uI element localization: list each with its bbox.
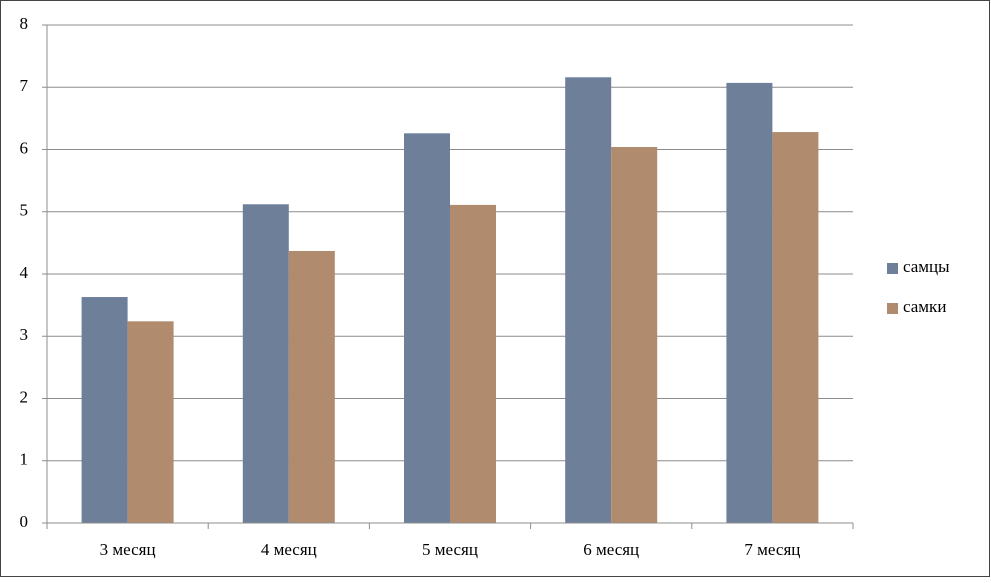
y-tick-label: 3 xyxy=(20,325,29,344)
x-tick-label: 7 месяц xyxy=(744,540,800,559)
bar xyxy=(81,297,128,523)
x-tick-label: 4 месяц xyxy=(261,540,317,559)
y-tick-label: 7 xyxy=(20,76,29,95)
x-tick-label: 5 месяц xyxy=(422,540,478,559)
y-tick-label: 2 xyxy=(20,387,29,406)
bar xyxy=(242,204,289,523)
y-tick-label: 1 xyxy=(20,450,29,469)
bar xyxy=(127,321,174,523)
x-tick-label: 6 месяц xyxy=(583,540,639,559)
bar xyxy=(772,132,819,523)
x-tick-label: 3 месяц xyxy=(100,540,156,559)
y-tick-label: 8 xyxy=(20,14,29,33)
bar xyxy=(450,204,496,523)
y-tick-label: 5 xyxy=(20,201,29,220)
y-tick-label: 6 xyxy=(20,138,29,157)
y-tick-label: 0 xyxy=(20,512,29,531)
legend-label: самцы xyxy=(903,257,950,276)
legend-swatch xyxy=(887,263,898,274)
bar xyxy=(726,82,773,523)
legend-swatch xyxy=(887,303,898,314)
legend-label: самки xyxy=(903,297,946,316)
y-tick-label: 4 xyxy=(20,263,29,282)
bar xyxy=(288,250,335,523)
bar xyxy=(404,133,450,523)
bar xyxy=(611,147,658,523)
bar xyxy=(565,77,612,523)
